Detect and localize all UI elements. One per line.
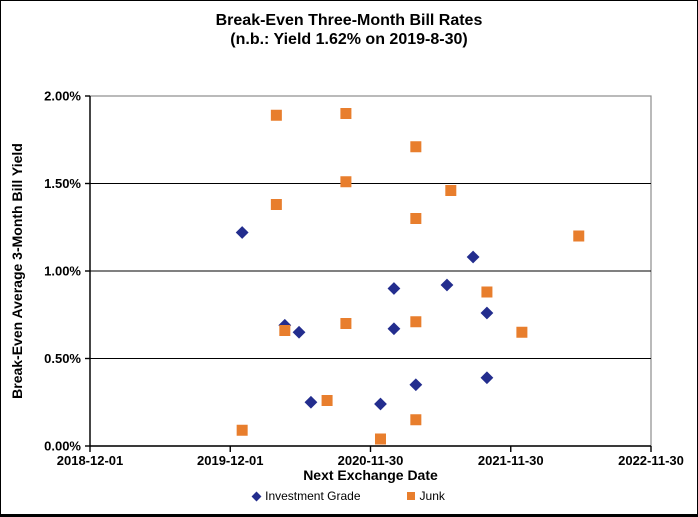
y-tick-label: 0.50% bbox=[44, 351, 81, 366]
data-point-junk bbox=[340, 176, 352, 188]
legend-label-investment-grade: Investment Grade bbox=[265, 489, 361, 503]
data-point-junk bbox=[236, 424, 248, 436]
legend-item-junk: Junk bbox=[406, 489, 445, 503]
x-axis-title: Next Exchange Date bbox=[303, 467, 438, 483]
x-tick-label: 2022-11-30 bbox=[618, 453, 684, 468]
chart-title-block: Break-Even Three-Month Bill Rates (n.b.:… bbox=[1, 11, 697, 49]
data-point-junk bbox=[481, 286, 493, 298]
data-point-junk bbox=[270, 109, 282, 121]
chart-subtitle: (n.b.: Yield 1.62% on 2019-8-30) bbox=[230, 31, 468, 48]
data-point-junk bbox=[374, 433, 386, 445]
data-point-junk bbox=[410, 213, 422, 224]
data-point-junk bbox=[573, 230, 585, 242]
data-point-junk bbox=[340, 108, 352, 119]
data-point-junk bbox=[270, 199, 282, 210]
data-point-investment-grade bbox=[292, 325, 306, 339]
data-point-junk bbox=[321, 395, 333, 406]
data-point-investment-grade bbox=[480, 371, 494, 385]
chart-title: Break-Even Three-Month Bill Rates bbox=[215, 12, 483, 29]
y-tick-label: 2.00% bbox=[44, 89, 81, 104]
data-point-junk bbox=[279, 325, 291, 336]
x-tick-label: 2021-11-30 bbox=[478, 453, 544, 468]
data-point-junk bbox=[410, 141, 422, 153]
legend: Investment Grade Junk bbox=[1, 489, 697, 503]
x-tick-label: 2020-11-30 bbox=[338, 453, 404, 468]
legend-square-icon bbox=[406, 492, 415, 500]
y-tick-label: 1.00% bbox=[44, 264, 81, 279]
data-point-investment-grade bbox=[374, 397, 387, 411]
data-point-investment-grade bbox=[480, 306, 494, 320]
data-point-junk bbox=[410, 316, 422, 328]
data-point-investment-grade bbox=[409, 378, 423, 392]
legend-item-investment-grade: Investment Grade bbox=[251, 489, 361, 503]
data-point-investment-grade bbox=[235, 226, 249, 239]
data-point-investment-grade bbox=[440, 278, 454, 292]
legend-label-junk: Junk bbox=[419, 489, 445, 503]
data-point-junk bbox=[410, 414, 422, 426]
y-axis-title: Break-Even Average 3-Month Bill Yield bbox=[9, 143, 25, 399]
data-point-investment-grade bbox=[387, 282, 401, 295]
data-point-junk bbox=[445, 185, 457, 196]
data-point-junk bbox=[516, 326, 528, 338]
data-point-investment-grade bbox=[387, 322, 401, 336]
legend-diamond-icon bbox=[251, 491, 262, 501]
x-tick-label: 2018-12-01 bbox=[57, 453, 124, 468]
data-point-investment-grade bbox=[466, 250, 480, 264]
data-point-junk bbox=[340, 318, 352, 329]
data-point-investment-grade bbox=[304, 395, 318, 409]
y-tick-label: 0.00% bbox=[44, 439, 81, 454]
x-tick-label: 2019-12-01 bbox=[197, 453, 264, 468]
y-tick-label: 1.50% bbox=[44, 176, 81, 191]
